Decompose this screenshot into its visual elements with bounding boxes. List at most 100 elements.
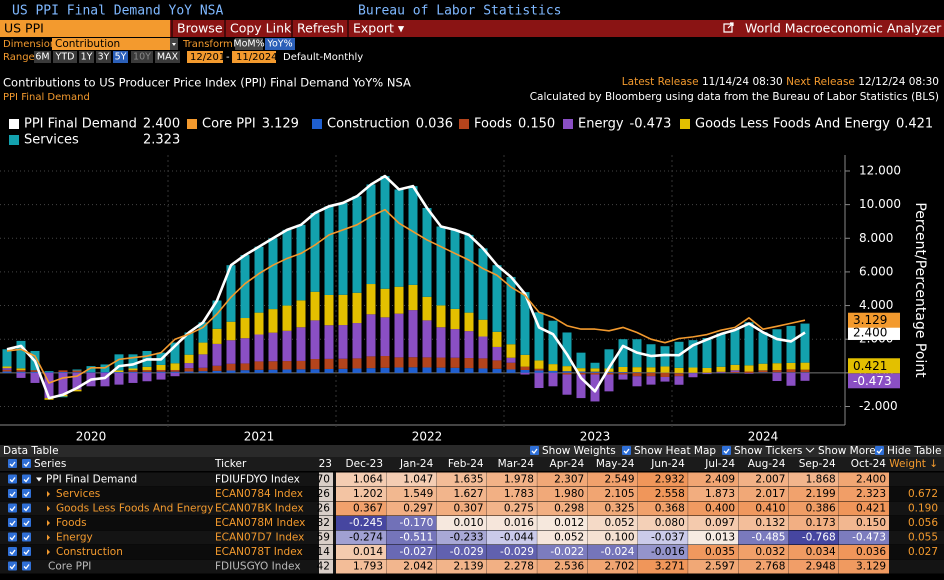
range-button[interactable] xyxy=(79,51,94,63)
dimension-input[interactable] xyxy=(52,38,170,50)
table-label: Data Table xyxy=(3,445,59,457)
table-cell xyxy=(587,516,638,530)
bar-segment xyxy=(338,202,348,295)
table-option[interactable]: Show Weights xyxy=(542,445,616,457)
check-mark xyxy=(23,564,30,570)
bar-segment xyxy=(800,323,810,363)
table-cell xyxy=(788,487,839,501)
bar-segment xyxy=(772,370,782,373)
option-checkbox[interactable] xyxy=(622,446,631,455)
range-button[interactable] xyxy=(96,51,111,63)
bar-segment xyxy=(506,369,516,373)
cell-value: 1.549 xyxy=(403,488,433,500)
check-mark xyxy=(9,477,16,483)
range-text: 1Y xyxy=(81,52,93,63)
row-checkbox[interactable] xyxy=(8,503,17,513)
cell-value: 0.421 xyxy=(856,503,886,515)
range-button[interactable] xyxy=(53,51,77,63)
cell-value: 2.199 xyxy=(806,488,836,500)
series-ticker: ECAN078M Index xyxy=(215,517,305,529)
bar-segment xyxy=(156,369,166,372)
bar-segment xyxy=(282,229,292,306)
option-checkbox[interactable] xyxy=(875,446,884,455)
table-cell xyxy=(537,487,588,501)
toolbar-button[interactable]: Browse xyxy=(177,21,223,36)
bar-segment xyxy=(30,371,40,373)
range-button[interactable] xyxy=(155,51,180,63)
option-checkbox[interactable] xyxy=(530,446,539,455)
cell-value: 1.980 xyxy=(554,488,584,500)
table-cell xyxy=(537,516,588,530)
table-cell xyxy=(839,487,889,501)
bar-segment xyxy=(114,372,124,385)
toolbar-button[interactable]: Copy Link xyxy=(230,21,292,36)
end-date[interactable] xyxy=(232,51,276,63)
bar-segment xyxy=(772,363,782,371)
chart-title: Contributions to US Producer Price Index… xyxy=(3,76,411,90)
bar-segment xyxy=(450,229,460,309)
table-cell xyxy=(319,530,333,545)
cell-value: 2.105 xyxy=(604,488,634,500)
bar-segment xyxy=(72,372,82,390)
row-checkbox[interactable] xyxy=(8,547,17,556)
bar-segment xyxy=(520,366,530,370)
column-header: Dec-23 xyxy=(346,458,383,470)
table-option[interactable]: Show Heat Map xyxy=(634,445,716,457)
weight-value: 0.056 xyxy=(908,517,938,529)
row-checkbox[interactable] xyxy=(22,503,31,513)
row-checkbox[interactable] xyxy=(22,518,31,527)
check-mark xyxy=(23,535,30,541)
range-button[interactable] xyxy=(113,51,128,63)
table-cell xyxy=(386,530,437,545)
row-checkbox[interactable] xyxy=(8,474,17,484)
row-checkbox[interactable] xyxy=(22,489,31,498)
series-ticker: ECAN07D7 Index xyxy=(215,532,304,544)
start-date[interactable] xyxy=(187,51,223,63)
row-checkbox[interactable] xyxy=(8,489,17,498)
cell-value: 42 xyxy=(317,561,330,573)
range-text: 6M xyxy=(35,52,49,63)
ticker-input[interactable] xyxy=(0,20,170,37)
bar-segment xyxy=(436,327,446,358)
table-option[interactable]: Show Tickers xyxy=(734,445,802,457)
bar-segment xyxy=(128,368,138,371)
row-checkbox[interactable] xyxy=(22,547,31,556)
legend-swatch xyxy=(9,135,19,145)
next-date: 12/12/24 08:30 xyxy=(858,76,939,88)
range-button[interactable] xyxy=(34,51,51,63)
table-cell xyxy=(319,559,333,574)
transform-button[interactable] xyxy=(265,38,295,50)
row-checkbox[interactable] xyxy=(22,474,31,484)
table-cell xyxy=(537,545,588,559)
row-checkbox[interactable] xyxy=(8,518,17,527)
toolbar-button[interactable]: Export ▾ xyxy=(353,21,405,36)
table-option[interactable]: Show More xyxy=(818,445,876,457)
bar-segment xyxy=(534,368,544,371)
bar-segment xyxy=(534,372,544,388)
table-cell xyxy=(486,545,537,559)
bar-segment xyxy=(660,372,670,377)
table-option[interactable]: Hide Table xyxy=(887,445,941,457)
transform-button[interactable] xyxy=(235,38,263,50)
app-name[interactable]: World Macroeconomic Analyzer xyxy=(745,21,942,36)
range-button[interactable] xyxy=(131,51,153,63)
bar-segment xyxy=(604,371,614,373)
bar-segment xyxy=(478,248,488,320)
check-mark xyxy=(623,448,630,454)
cell-value: 0.307 xyxy=(454,503,484,515)
cell-value: 0.014 xyxy=(353,546,383,558)
check-mark xyxy=(23,549,30,555)
row-checkbox[interactable] xyxy=(8,561,17,571)
row-checkbox[interactable] xyxy=(22,532,31,542)
table-cell xyxy=(386,559,437,574)
bar-segment xyxy=(618,366,628,373)
row-checkbox[interactable] xyxy=(22,561,31,571)
row-checkbox[interactable] xyxy=(8,532,17,542)
option-checkbox[interactable] xyxy=(722,446,731,455)
toolbar-button[interactable]: Refresh xyxy=(297,21,344,36)
header-checkbox[interactable] xyxy=(8,459,17,468)
legend-swatch xyxy=(9,119,19,129)
bar-segment xyxy=(254,361,264,370)
header-checkbox[interactable] xyxy=(22,459,31,468)
cell-value: 0.297 xyxy=(403,503,433,515)
